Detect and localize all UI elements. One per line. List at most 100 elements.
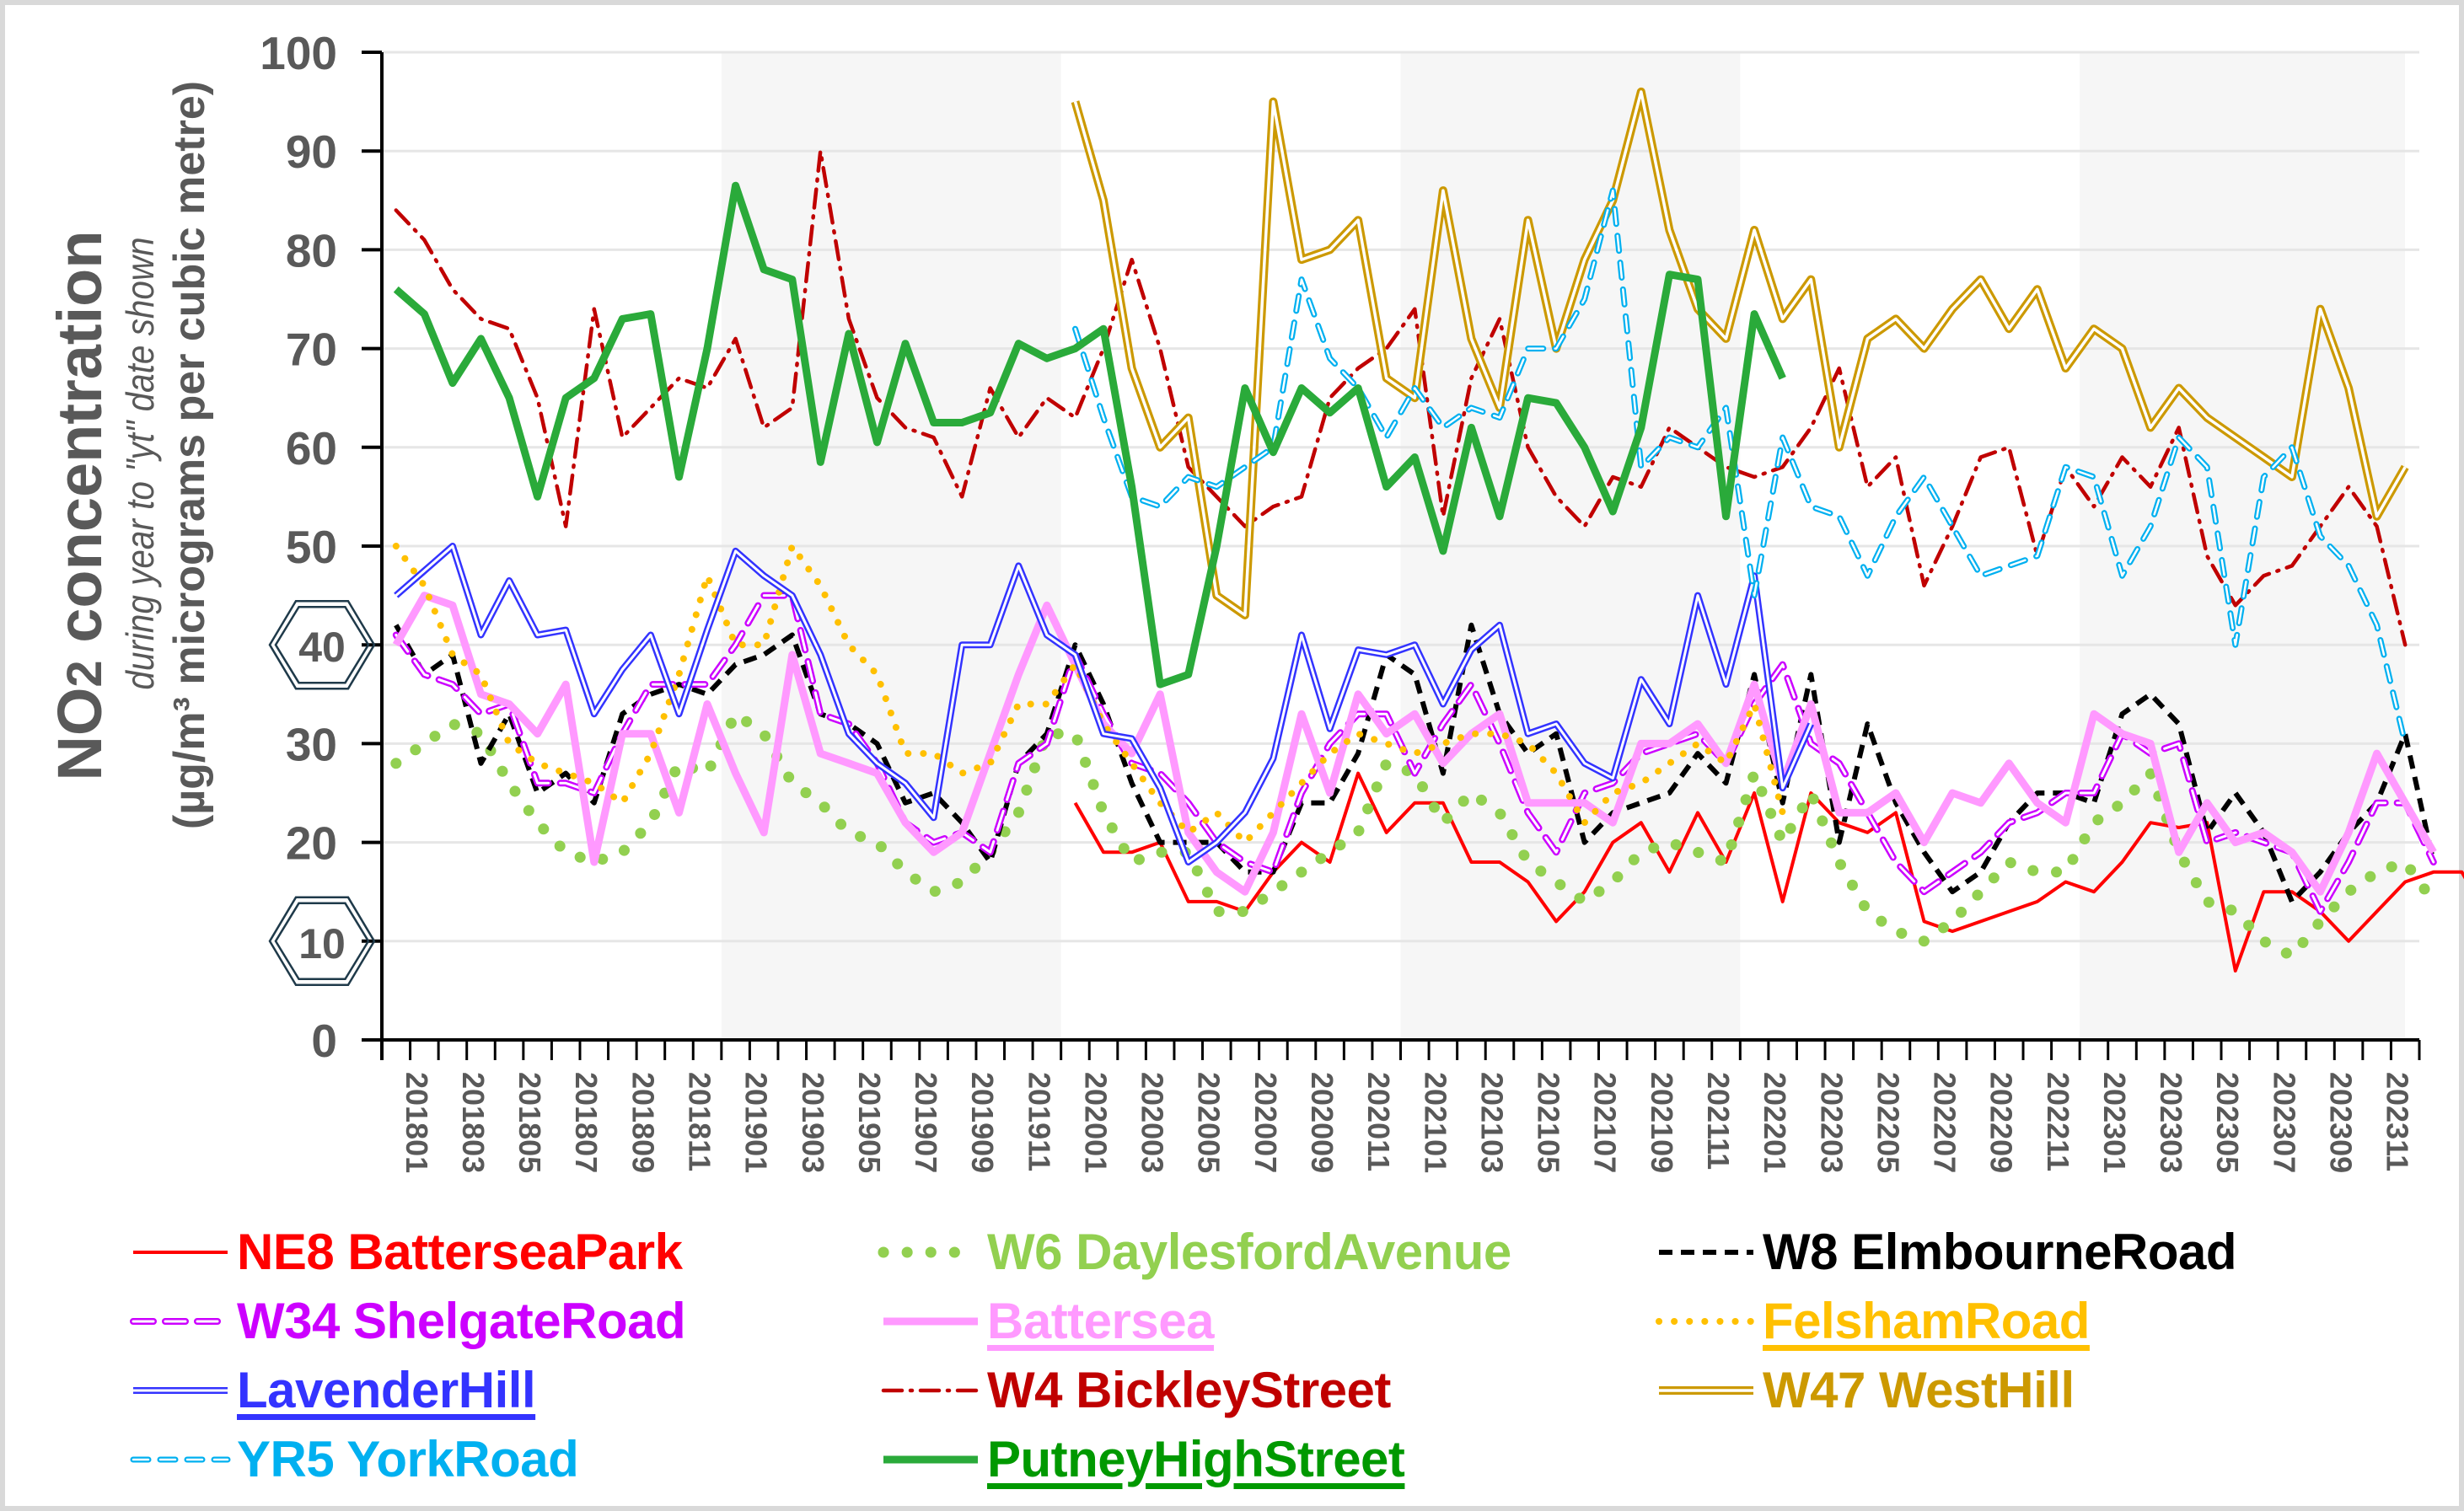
- legend-swatch-icon: [1659, 1386, 1753, 1395]
- x-tick-label: 201903: [796, 1072, 830, 1173]
- x-tick-label: 202101: [1418, 1072, 1452, 1173]
- series-ne8-batterseapark: [1073, 771, 2464, 973]
- legend-item-putneyhighstreet: PutneyHighStreet: [877, 1431, 1405, 1487]
- x-tick-label: 202107: [1588, 1072, 1623, 1173]
- series-lavenderhill: [394, 543, 1814, 865]
- y-tick-label: 100: [260, 27, 337, 79]
- x-tick-label: 202109: [1645, 1072, 1679, 1173]
- y-tick-label: 40: [298, 624, 346, 671]
- legend-item-battersea: Battersea: [877, 1293, 1215, 1349]
- legend-label: W8 ElmbourneRoad: [1763, 1224, 2237, 1280]
- y-axis-ticks: 0 10 20 30 40 50 60 70 80 90 100: [260, 27, 382, 1067]
- x-tick-label: 202201: [1758, 1072, 1792, 1173]
- legend-item-w34-shelgateroad: W34 ShelgateRoad: [126, 1293, 686, 1349]
- legend-label: FelshamRoad: [1763, 1293, 2090, 1349]
- legend-item-w4-bickleystreet: W4 BickleyStreet: [877, 1365, 1391, 1416]
- hexagon-marker-icon: [274, 605, 370, 684]
- y-tick-label: 60: [286, 422, 337, 474]
- x-tick-label: 202103: [1474, 1072, 1509, 1173]
- x-tick-label: 202003: [1135, 1072, 1170, 1173]
- x-tick-label: 202211: [2041, 1072, 2075, 1171]
- series-line-inner: [395, 544, 1812, 864]
- legend-swatch-icon: [878, 1246, 982, 1258]
- legend-swatch-icon: [1656, 1318, 1757, 1325]
- legend-swatch-icon: [130, 1318, 231, 1325]
- x-tick-label: 201807: [569, 1072, 604, 1173]
- y-tick-label: 30: [286, 718, 337, 770]
- y-tick-label: 10: [298, 920, 346, 967]
- x-tick-label: 202011: [1361, 1072, 1396, 1171]
- legend-swatch-icon: [1659, 1250, 1753, 1255]
- x-tick-label: 202207: [1928, 1072, 1962, 1173]
- series-line-inner: [1074, 189, 2407, 745]
- x-tick-label: 201809: [625, 1072, 660, 1173]
- series-line: [392, 592, 2437, 896]
- x-tick-label: 201911: [1022, 1072, 1056, 1171]
- legend-item-w6-daylesfordavenue: W6 DaylesfordAvenue: [877, 1227, 1511, 1278]
- x-tick-label: 201805: [513, 1072, 547, 1173]
- legend-swatch-icon: [133, 1387, 228, 1394]
- legend-label: NE8 BatterseaPark: [237, 1224, 683, 1280]
- series-line: [390, 708, 2440, 962]
- legend-label: LavenderHill: [237, 1362, 536, 1418]
- x-tick-label: 201803: [456, 1072, 491, 1173]
- y-tick-label: 50: [286, 521, 337, 573]
- legend-label: Battersea: [987, 1293, 1215, 1349]
- series-line: [393, 181, 1786, 689]
- x-tick-label: 201907: [909, 1072, 943, 1173]
- x-tick-label: 201905: [852, 1072, 887, 1173]
- x-tick-label: 202001: [1078, 1072, 1113, 1173]
- x-tick-label: 201801: [400, 1072, 434, 1173]
- series-felshamroad: [392, 543, 1786, 846]
- x-tick-label: 202205: [1871, 1072, 1905, 1173]
- x-axis-ticks: 201801 201803 201805 201807 201809 201811 2019…: [380, 1040, 2421, 1173]
- hexagon-marker-icon: [268, 896, 376, 987]
- series-line: [1073, 771, 2464, 973]
- x-tick-label: 202203: [1814, 1072, 1849, 1173]
- legend-item-ne8-batterseapark: NE8 BatterseaPark: [126, 1224, 683, 1280]
- x-tick-label: 202311: [2381, 1072, 2415, 1171]
- hexagon-marker-icon: [274, 902, 370, 981]
- series-w6-daylesfordavenue: [390, 708, 2440, 962]
- legend-item-w47-westhill: W47 WestHill: [1652, 1365, 2075, 1416]
- legend-swatch-icon: [881, 1388, 980, 1393]
- y-tick-label: 90: [286, 126, 337, 178]
- x-tick-label: 202209: [1984, 1072, 2019, 1173]
- legend-swatch-icon: [883, 1455, 978, 1464]
- series-putneyhighstreet: [393, 181, 1786, 689]
- legend-label: W47 WestHill: [1763, 1362, 2075, 1418]
- legend-item-w8-elmbourneroad: W8 ElmbourneRoad: [1652, 1224, 2237, 1280]
- x-tick-label: 202005: [1192, 1072, 1227, 1173]
- legend-swatch-icon: [133, 1251, 228, 1254]
- y-tick-label: 20: [286, 817, 337, 870]
- y-tick-label: 70: [286, 324, 337, 376]
- series-yr5-yorkroad: [1072, 187, 2408, 747]
- x-tick-label: 202111: [1701, 1072, 1736, 1170]
- x-tick-label: 202303: [2154, 1072, 2188, 1173]
- series-line-inner: [1073, 90, 2407, 617]
- series-w47-westhill: [1071, 87, 2409, 619]
- legend-label: W4 BickleyStreet: [987, 1362, 1391, 1418]
- series-line-inner: [395, 594, 2435, 914]
- legend-swatch-icon: [130, 1456, 231, 1463]
- x-tick-label: 202305: [2210, 1072, 2245, 1173]
- legend-item-lavenderhill: LavenderHill: [126, 1362, 536, 1418]
- series-line: [394, 622, 2436, 904]
- legend-label: PutneyHighStreet: [987, 1431, 1405, 1487]
- legend-item-felshamroad: FelshamRoad: [1652, 1296, 2090, 1347]
- legend-label: YR5 YorkRoad: [237, 1431, 579, 1487]
- hexagon-marker-icon: [268, 599, 376, 690]
- x-tick-label: 202309: [2324, 1072, 2359, 1173]
- series-line: [392, 543, 1786, 846]
- legend-label: W34 ShelgateRoad: [237, 1293, 686, 1349]
- x-tick-label: 201811: [682, 1072, 717, 1171]
- x-tick-label: 202009: [1305, 1072, 1339, 1173]
- series-w34-shelgateroad: [392, 592, 2437, 915]
- legend-swatch-icon: [883, 1317, 978, 1326]
- x-tick-label: 202007: [1248, 1072, 1283, 1173]
- legend-label: W6 DaylesfordAvenue: [987, 1224, 1511, 1280]
- y-tick-label: 0: [311, 1015, 337, 1067]
- x-tick-label: 202301: [2097, 1072, 2132, 1173]
